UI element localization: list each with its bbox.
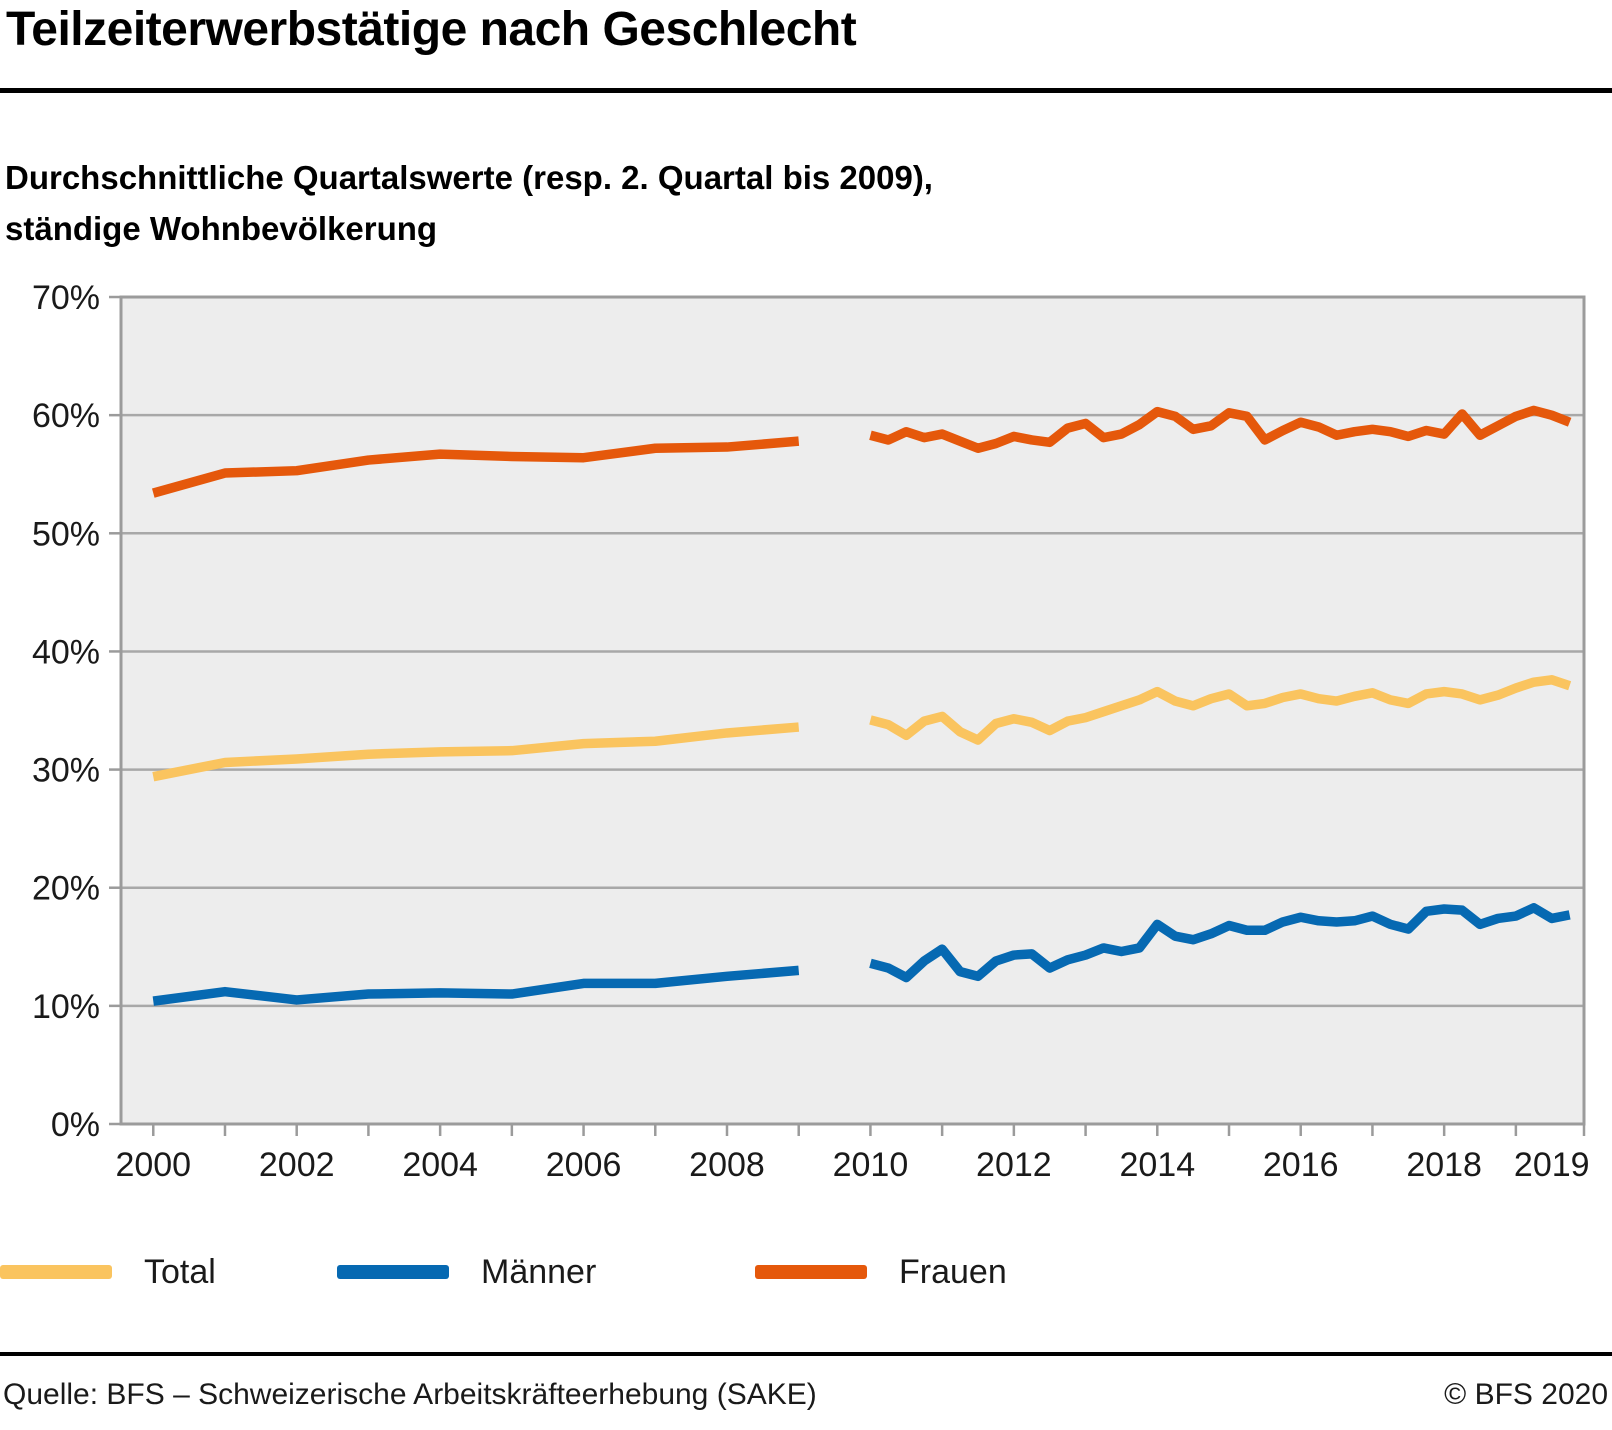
x-tick-label: 2000: [115, 1146, 191, 1184]
series-line-annual-männer: [152, 965, 800, 1006]
y-tick-label: 0%: [51, 1106, 100, 1144]
x-tick-label: 2008: [689, 1146, 765, 1184]
series-line-quarterly-total: [869, 675, 1572, 745]
x-tick-label: 2012: [976, 1146, 1052, 1184]
legend-label-frauen: Frauen: [899, 1252, 1007, 1291]
x-tick-label: 2016: [1263, 1146, 1339, 1184]
page-title: Teilzeiterwerbstätige nach Geschlecht: [6, 3, 857, 56]
x-tick-label: 2019: [1514, 1146, 1590, 1184]
series-line-annual-total: [152, 722, 800, 782]
x-tick-label: 2004: [402, 1146, 478, 1184]
copyright-note: © BFS 2020: [1444, 1378, 1608, 1411]
x-tick-label: 2018: [1406, 1146, 1482, 1184]
y-tick-label: 40%: [32, 633, 100, 671]
legend-swatch-frauen: [755, 1265, 867, 1279]
legend-item-total: Total: [0, 1248, 216, 1296]
source-note: Quelle: BFS – Schweizerische Arbeitskräf…: [3, 1378, 817, 1411]
series-line-annual-frauen: [151, 436, 800, 498]
x-tick-label: 2006: [546, 1146, 622, 1184]
footer-divider: [0, 1352, 1612, 1356]
legend-item-männer: Männer: [337, 1248, 596, 1296]
y-tick-label: 60%: [32, 397, 100, 435]
title-divider: [0, 88, 1612, 93]
chart-svg: 0% 10% 20% 30% 40% 50% 60% 70% 2000 2002 2004 2006 2…: [32, 279, 1590, 1184]
y-tick-label: 70%: [32, 279, 100, 317]
y-tick-label: 20%: [32, 870, 100, 908]
x-tick-label: 2014: [1119, 1146, 1195, 1184]
legend-swatch-männer: [337, 1265, 449, 1279]
legend-swatch-total: [0, 1265, 112, 1279]
y-tick-label: 50%: [32, 515, 100, 553]
chart-area: 0% 10% 20% 30% 40% 50% 60% 70% 2000 2002 2004 2006 2…: [0, 260, 1612, 1200]
plot-frame: [119, 295, 1586, 1126]
series-line-quarterly-frauen: [869, 405, 1572, 453]
legend-item-frauen: Frauen: [755, 1248, 1007, 1296]
legend-label-männer: Männer: [481, 1252, 597, 1291]
series-line-quarterly-männer: [869, 903, 1571, 983]
x-tick-label: 2002: [259, 1146, 335, 1184]
x-tick-label: 2010: [833, 1146, 909, 1184]
y-tick-label: 30%: [32, 752, 100, 790]
chart-subtitle: Durchschnittliche Quartalswerte (resp. 2…: [5, 159, 933, 248]
legend-label-total: Total: [144, 1252, 216, 1291]
y-tick-label: 10%: [32, 988, 100, 1026]
chart-legend: Total Männer Frauen: [0, 1248, 1612, 1296]
